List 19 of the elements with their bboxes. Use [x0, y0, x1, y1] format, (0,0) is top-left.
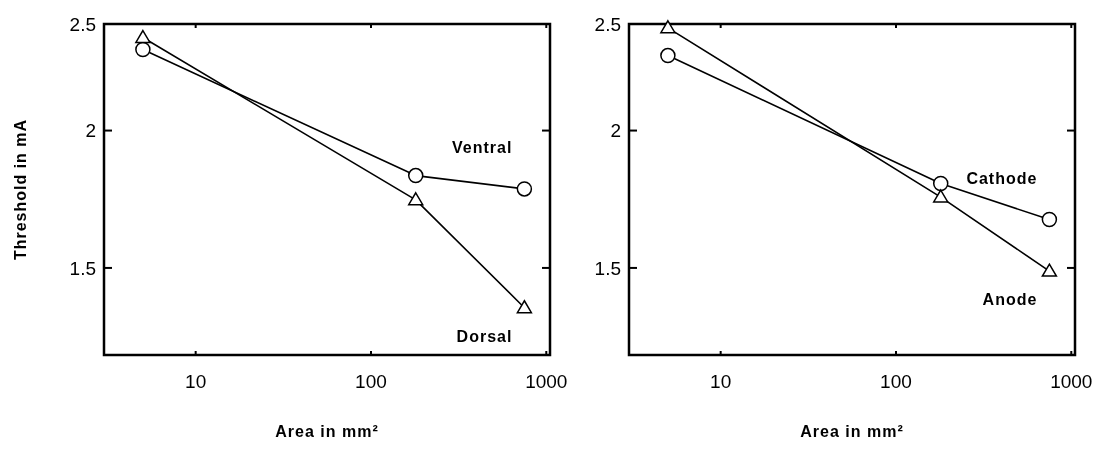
x-axis-title: Area in mm²: [800, 423, 904, 440]
x-tick-label: 100: [355, 371, 387, 392]
x-tick-label: 100: [880, 371, 912, 392]
y-tick-label: 2: [610, 120, 621, 142]
y-tick-label: 2: [85, 120, 96, 142]
series-label: Cathode: [966, 169, 1038, 187]
x-tick-label: 1000: [1050, 371, 1093, 392]
x-tick-label: 10: [710, 371, 732, 392]
x-axis-title: Area in mm²: [275, 423, 379, 440]
series-label: Ventral: [452, 138, 513, 156]
x-tick-label: 10: [185, 371, 207, 392]
y-tick-label: 1.5: [594, 257, 621, 279]
y-tick-label: 2.5: [594, 13, 621, 35]
y-axis-title: Threshold in mA: [12, 118, 29, 261]
y-tick-label: 1.5: [69, 257, 96, 279]
series-label: Anode: [982, 291, 1038, 309]
series-label: Dorsal: [456, 327, 513, 345]
y-tick-label: 2.5: [69, 13, 96, 35]
x-tick-label: 1000: [525, 371, 568, 392]
